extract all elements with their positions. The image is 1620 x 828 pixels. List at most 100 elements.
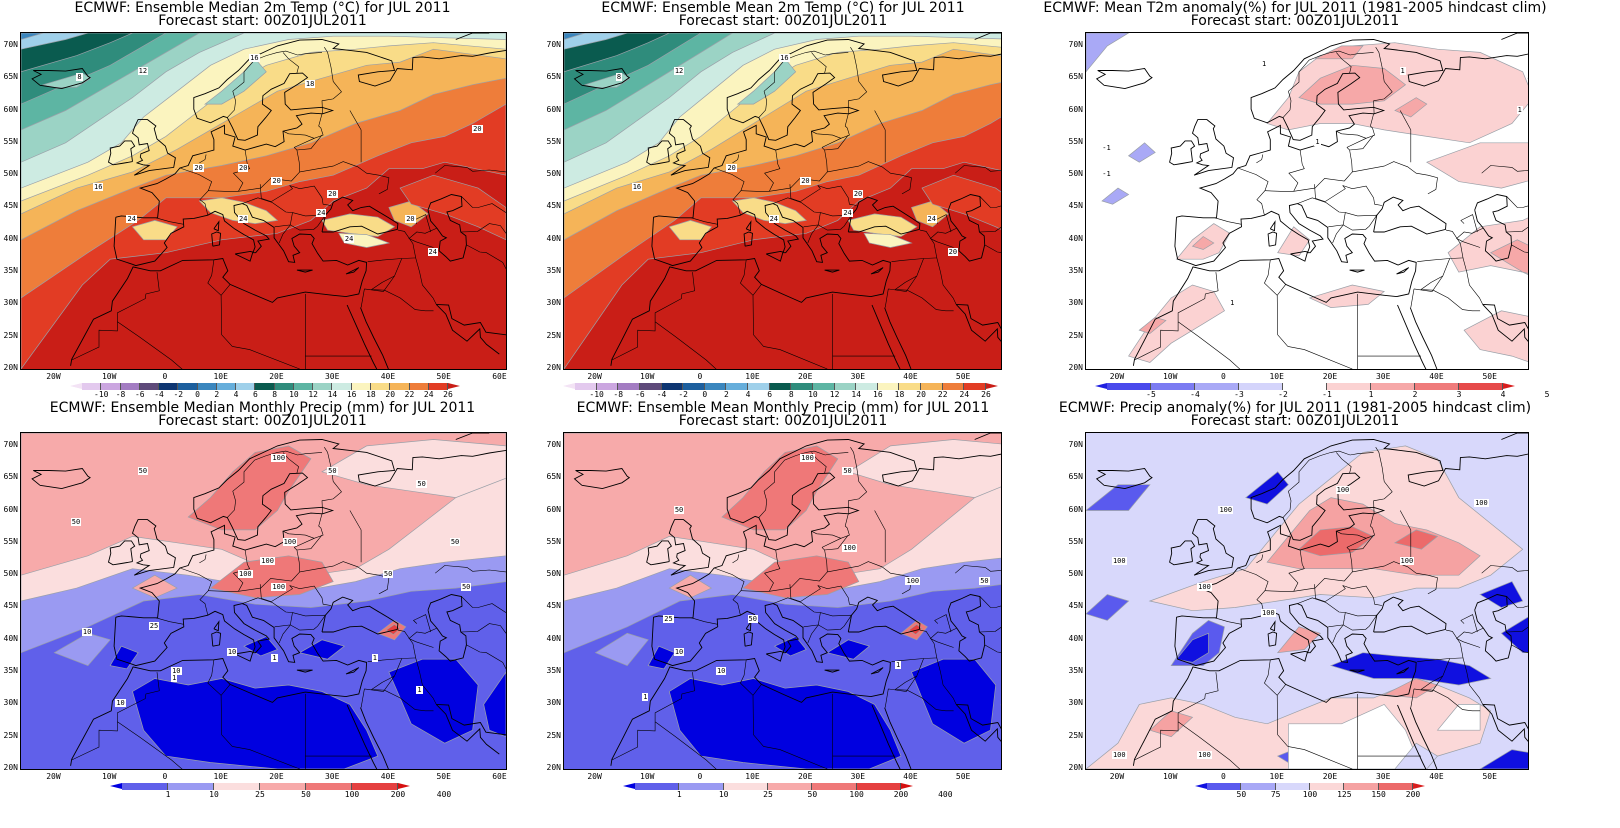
colorbar-tick-label: 6 [767,390,773,399]
contour-label: 20 [193,163,204,172]
contour-label: 100 [1261,608,1276,617]
colorbar-tick-label: 4 [233,390,239,399]
contour-label: 20 [947,247,959,256]
coastline [107,540,136,566]
coastline [435,304,500,355]
colorbar-swatch [618,383,640,390]
coastline [955,304,1001,342]
colorbar-tick-label: 22 [937,390,948,399]
colorbar-tick-label: 200 [893,790,909,799]
latitude-label: 25N [1068,730,1083,740]
coastline [646,540,673,566]
country-border [282,130,315,139]
country-border [1214,217,1242,225]
shaded-region [911,200,949,228]
colorbar-tick-label: 14 [851,390,862,399]
contour-label: 20 [852,189,864,198]
country-border [278,624,291,644]
latitude-label: 20N [1068,363,1083,372]
map-plot: 100 50 50 100 100 50 50 25 10 10 1 1 [563,432,1002,770]
shaded-region [483,671,506,738]
colorbar [110,783,410,790]
coastline [573,468,631,490]
coastline [31,68,91,90]
coastline [321,196,399,235]
contour-label: 1 [1229,299,1236,308]
coastline [824,669,840,673]
latitude-label: 70N [3,39,18,49]
shaded-region [1191,236,1215,250]
shaded-region [1086,594,1130,621]
latitude-label: 40N [1068,233,1083,243]
colorbar-swatch [82,383,102,390]
longitude-label: 10W [640,772,655,781]
colorbar [1095,383,1515,390]
coastline [1191,119,1234,176]
country-border [1410,688,1415,708]
colorbar [563,383,998,390]
latitude-label: 50N [546,169,561,179]
longitude-label: 10E [745,772,760,781]
coastline [70,603,368,766]
country-border [821,113,850,148]
contour-label: 8 [76,73,83,82]
country-border [1456,227,1484,248]
contour-label: 50 [416,479,427,488]
coastline [107,140,136,166]
colorbar-swatch [704,383,727,390]
latitude-label: 60N [546,104,561,114]
panel-t2m-anomaly: ECMWF: Mean T2m anomaly(%) for JUL 2011 … [1043,0,1557,400]
coastline [296,669,313,673]
country-border [847,447,868,514]
colorbar-tick-label: 20 [916,390,926,399]
colorbar-swatch [1459,383,1503,390]
colorbar-tick-label: 4 [745,390,751,399]
colorbar-swatch [856,783,901,790]
shaded-region [1479,749,1528,769]
coastline [115,439,506,619]
country-border [1276,684,1289,747]
country-border [1511,244,1528,253]
colorbar-tick-label: 2 [214,390,220,399]
coastline [1397,304,1427,369]
country-border [71,721,118,761]
colorbar-max-arrow [398,783,410,789]
colorbar-tick-label: 125 [1337,790,1352,799]
latitude-label: 40N [1068,633,1083,643]
contour-label: 100 [1197,583,1212,592]
longitude-label: 0 [1221,372,1226,381]
colorbar-tick-label: 10 [718,790,729,799]
colorbar-tick-label: 50 [807,790,818,799]
colorbar-swatch [812,383,835,390]
country-border [1264,259,1278,296]
colorbar-swatch [260,783,306,790]
coastline [947,194,986,262]
country-border [1314,184,1346,202]
country-border [979,226,1001,233]
colorbar-tick-label: 0 [702,390,708,399]
country-border [289,585,332,606]
coastline [745,620,752,632]
contour-label: 10 [81,628,93,637]
colorbar [623,783,913,790]
country-border [1352,161,1438,195]
longitude-label: 20W [587,372,602,381]
shaded-region [388,200,429,228]
longitude-label: 50E [436,772,451,781]
country-border [466,644,506,669]
country-border [155,617,184,625]
coastline [345,667,360,675]
latitude-label: 65N [3,72,18,82]
country-border [360,288,365,308]
longitude-label: 10W [640,372,655,381]
longitude-label: 30E [850,772,866,781]
country-border [290,212,326,231]
shaded-region [1479,581,1524,608]
colorbar-swatch [1195,383,1239,390]
country-border [1264,547,1353,592]
contour-label: 1 [1399,66,1406,75]
country-border [654,272,695,322]
country-border [208,547,301,592]
contour-label: 100 [271,453,287,462]
country-border [232,346,300,369]
